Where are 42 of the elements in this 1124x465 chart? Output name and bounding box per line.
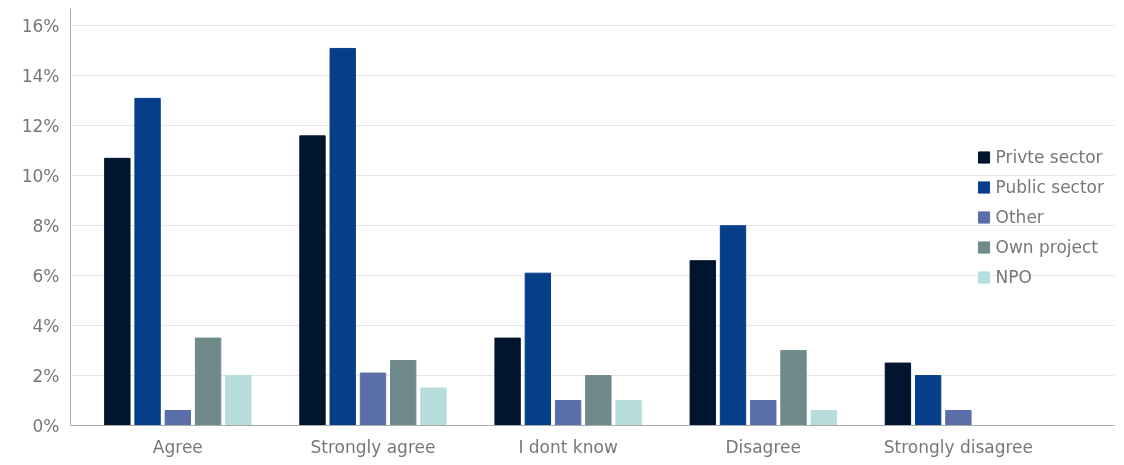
bar bbox=[359, 372, 387, 426]
y-tick-label: 0% bbox=[32, 415, 60, 436]
bar bbox=[689, 260, 716, 426]
y-tick-label: 6% bbox=[32, 265, 60, 286]
bar bbox=[494, 337, 521, 426]
bar bbox=[420, 387, 447, 426]
y-tick-label: 12% bbox=[21, 115, 60, 136]
y-tick-label: 14% bbox=[21, 65, 60, 86]
bar bbox=[750, 400, 777, 426]
y-tick-label: 16% bbox=[21, 15, 60, 36]
bar bbox=[585, 375, 612, 426]
y-tick-label: 10% bbox=[21, 165, 60, 186]
legend-label: Own project bbox=[995, 236, 1099, 257]
bar bbox=[164, 410, 192, 426]
bar bbox=[914, 375, 942, 426]
bar bbox=[194, 337, 222, 426]
bar bbox=[329, 47, 356, 426]
bar bbox=[104, 157, 131, 426]
x-tick-label: Strongly disagree bbox=[883, 436, 1034, 457]
bar bbox=[524, 272, 552, 426]
y-tick-label: 8% bbox=[32, 215, 60, 236]
bar bbox=[299, 135, 326, 426]
bar bbox=[554, 400, 582, 426]
legend-label: NPO bbox=[995, 266, 1032, 287]
bar bbox=[719, 225, 747, 426]
legend-label: Privte sector bbox=[995, 146, 1103, 167]
bar bbox=[945, 410, 972, 426]
bar bbox=[390, 360, 417, 426]
y-tick-label: 4% bbox=[32, 315, 60, 336]
bar bbox=[134, 97, 161, 426]
y-tick-label: 2% bbox=[32, 365, 60, 386]
bar bbox=[225, 375, 252, 426]
x-tick-label: Agree bbox=[152, 436, 203, 457]
legend-label: Public sector bbox=[995, 176, 1104, 197]
bar bbox=[615, 400, 642, 426]
x-tick-label: Strongly agree bbox=[310, 436, 436, 457]
bar bbox=[810, 410, 837, 426]
x-tick-label: Disagree bbox=[725, 436, 801, 457]
legend-label: Other bbox=[995, 206, 1044, 227]
bar bbox=[884, 362, 912, 426]
x-tick-label: I dont know bbox=[518, 436, 618, 457]
bar bbox=[780, 350, 807, 426]
